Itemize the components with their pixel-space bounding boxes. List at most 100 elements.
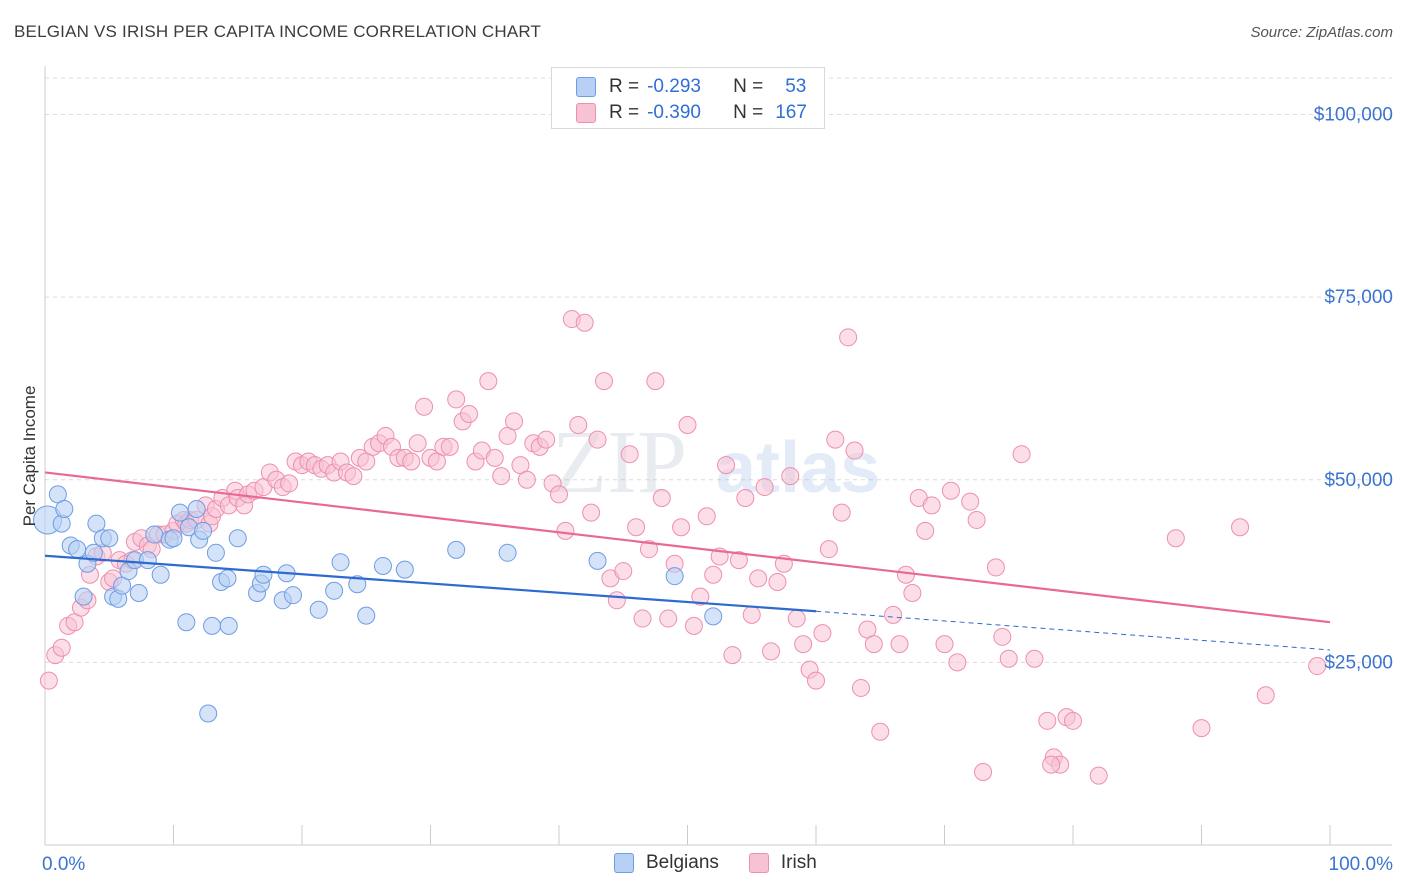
irish-point [672,518,691,537]
irish-point [851,678,870,697]
irish-point [967,510,986,529]
belgian-point [219,616,238,635]
irish-point [986,558,1005,577]
irish-point [344,467,363,486]
irish-point [723,646,742,665]
irish-point [794,635,813,654]
irish-point [896,565,915,584]
irish-point [556,521,575,540]
irish-point [1064,711,1082,730]
irish-point [447,390,466,409]
irish-point [845,441,864,460]
irish-point [646,372,665,391]
irish-point [999,649,1018,668]
belgians-trend-extension [815,610,1331,651]
belgian-point [206,543,225,562]
irish-point [52,638,71,657]
irish-point [633,609,652,628]
irish-point [787,609,806,628]
irish-point [781,467,800,486]
watermark: ZIP atlas [552,413,880,512]
x-tick-label: 0.0% [42,854,85,875]
legend-r-label: R = [609,102,640,123]
irish-point [440,437,459,456]
irish-point [864,635,883,654]
irish-point [884,605,903,624]
irish-point [935,635,954,654]
series-legend: Belgians Irish [614,852,847,874]
irish-point [684,616,703,635]
irish-point [755,478,774,497]
irish-point [537,430,556,449]
irish-point [871,722,890,741]
irish-point [517,470,536,489]
irish-point [550,485,568,504]
belgian-point [284,586,303,605]
irish-point [1089,766,1108,785]
irish-point [1192,719,1211,738]
belgian-point [348,575,367,594]
irish-point [826,430,845,449]
belgian-point [100,529,119,548]
x-tick-label: 100.0% [1329,854,1394,875]
legend-row-irish: R = -0.390 N = 167 [576,101,807,125]
legend-n-label: N = [733,102,764,123]
belgian-point [145,525,164,544]
irish-point [1231,518,1250,537]
irish-point [1025,649,1044,668]
irish-point [402,452,421,471]
irish-point [614,562,633,581]
irish-point [479,372,498,391]
legend-swatch-irish [748,853,769,873]
irish-point [974,762,993,781]
legend-r-label: R = [609,76,640,97]
irish-point [717,456,736,475]
belgian-point [55,499,74,518]
stats-legend: R = -0.293 N = 53 R = -0.390 N = 167 [551,67,825,129]
belgian-point [84,543,103,562]
y-tick-label: $25,000 [1324,652,1393,673]
irish-point [1166,529,1185,548]
belgian-point [704,607,723,626]
belgian-point [164,529,183,548]
irish-point [691,587,710,606]
irish-point [659,609,678,628]
legend-swatch-irish [576,103,596,123]
irish-point [948,653,967,672]
source-label: Source: ZipAtlas.com [1250,24,1393,41]
belgian-point [228,529,247,548]
irish-point [639,540,658,559]
irish-point [280,474,299,493]
legend-item-belgians[interactable]: Belgians [614,852,719,874]
belgian-point [138,551,157,570]
y-tick-label: $50,000 [1324,470,1393,491]
belgian-point [254,565,273,584]
y-axis-label: Per Capita Income [20,386,39,527]
irish-point [485,448,504,467]
belgian-point [203,616,222,635]
belgian-point [325,581,344,600]
trend-lines [44,471,1331,651]
irish-point [916,521,935,540]
irish-point [408,434,427,453]
irish-point [1042,755,1061,774]
belgian-point [151,565,170,584]
irish-point [594,372,613,391]
legend-r-value: -0.293 [647,76,701,97]
belgian-point [187,499,206,518]
irish-point [627,518,646,537]
irish-point [729,551,748,570]
irish-point [736,489,755,508]
irish-point [922,496,941,515]
irish-point [575,313,594,332]
x-tick-labels: 0.0% 100.0% [42,854,1393,875]
irish-point [1256,686,1275,705]
irish-point [941,481,960,500]
legend-item-irish[interactable]: Irish [748,852,817,874]
belgian-point [199,704,218,723]
belgian-point [218,569,237,588]
belgians-trend-line [44,554,817,613]
y-tick-label: $75,000 [1324,287,1393,308]
legend-n-value: 167 [775,102,807,123]
